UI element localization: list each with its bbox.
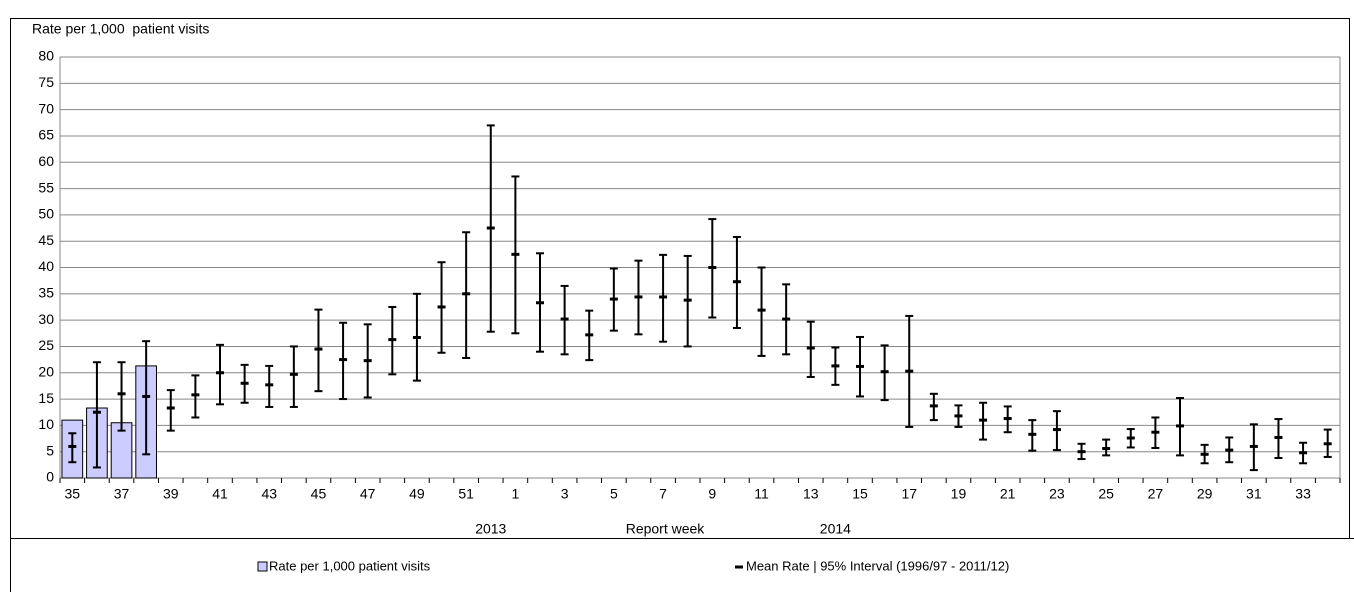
x-tick-label: 21 [1000,486,1016,502]
x-tick-label: 23 [1049,486,1065,502]
x-tick-label: 49 [409,486,425,502]
y-tick-label: 45 [38,232,54,248]
y-tick-label: 35 [38,285,54,301]
x-axis-label: Report week [626,521,706,537]
x-tick-label: 29 [1197,486,1213,502]
legend-frame [11,539,1354,593]
y-tick-label: 75 [38,74,54,90]
x-tick-label: 13 [803,486,819,502]
legend-swatch [258,562,267,571]
x-tick-label: 47 [360,486,376,502]
x-tick-label: 27 [1148,486,1164,502]
x-tick-label: 25 [1098,486,1114,502]
x-tick-label: 19 [951,486,967,502]
x-tick-label: 17 [901,486,917,502]
x-tick-label: 9 [708,486,716,502]
y-tick-label: 25 [38,337,54,353]
year-label: 2013 [475,521,506,537]
y-tick-label: 50 [38,206,54,222]
x-tick-label: 31 [1246,486,1262,502]
x-tick-label: 41 [212,486,228,502]
x-tick-label: 39 [163,486,179,502]
x-tick-label: 3 [561,486,569,502]
x-tick-label: 1 [511,486,519,502]
y-tick-label: 80 [38,48,54,64]
y-tick-label: 60 [38,153,54,169]
x-tick-label: 5 [610,486,618,502]
year-label: 2014 [820,521,851,537]
x-tick-label: 7 [659,486,667,502]
legend-label: Rate per 1,000 patient visits [269,558,431,573]
x-tick-label: 35 [65,486,81,502]
y-tick-label: 65 [38,127,54,143]
x-tick-label: 11 [754,486,769,502]
x-tick-label: 15 [852,486,868,502]
legend-label: Mean Rate | 95% Interval (1996/97 - 2011… [746,558,1009,573]
x-tick-label: 51 [458,486,474,502]
y-tick-label: 10 [38,416,54,432]
x-tick-label: 37 [114,486,130,502]
y-tick-label: 15 [38,390,54,406]
y-tick-label: 70 [38,100,54,116]
y-tick-label: 40 [38,258,54,274]
y-tick-label: 5 [46,442,54,458]
y-axis-label: Rate per 1,000 patient visits [32,21,209,37]
x-tick-label: 33 [1295,486,1311,502]
y-tick-label: 55 [38,179,54,195]
y-tick-label: 20 [38,363,54,379]
y-tick-label: 0 [46,469,54,485]
y-tick-label: 30 [38,311,54,327]
x-tick-label: 43 [261,486,277,502]
x-tick-label: 45 [311,486,327,502]
